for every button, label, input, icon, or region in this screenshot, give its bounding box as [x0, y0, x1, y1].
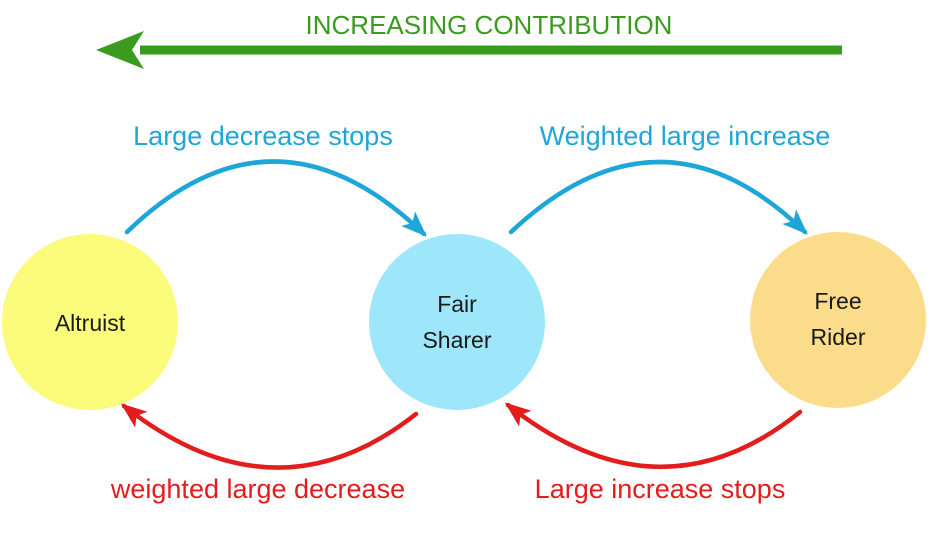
edge-fair-sharer-to-free-rider-arrow: [508, 159, 808, 235]
increasing-contribution-indicator: INCREASING CONTRIBUTION: [96, 10, 842, 69]
node-fair-sharer-label-line1: Fair: [437, 291, 477, 317]
node-fair-sharer-label-line2: Sharer: [422, 327, 491, 353]
edge-free-rider-to-fair-sharer-label: Large increase stops: [535, 474, 786, 504]
edge-free-rider-to-fair-sharer: Large increase stops: [504, 402, 803, 504]
node-free-rider-label-line1: Free: [814, 288, 861, 314]
edge-altruist-to-fair-sharer-arrow: [124, 159, 427, 237]
contribution-arrow-head: [96, 31, 144, 69]
node-fair-sharer: Fair Sharer: [369, 234, 545, 410]
node-fair-sharer-circle: [369, 234, 545, 410]
edge-altruist-to-fair-sharer: Large decrease stops: [124, 121, 427, 237]
contribution-label: INCREASING CONTRIBUTION: [306, 10, 673, 40]
node-free-rider-circle: [750, 232, 926, 408]
edge-fair-sharer-to-free-rider: Weighted large increase: [508, 121, 831, 235]
node-free-rider: Free Rider: [750, 232, 926, 408]
edge-free-rider-to-fair-sharer-arrow: [504, 402, 803, 470]
edge-fair-sharer-to-altruist-label: weighted large decrease: [110, 474, 405, 504]
node-altruist-circle: [2, 234, 178, 410]
node-altruist-label: Altruist: [55, 310, 126, 336]
edge-fair-sharer-to-altruist: weighted large decrease: [110, 403, 419, 504]
edge-altruist-to-fair-sharer-label: Large decrease stops: [133, 121, 393, 151]
edge-fair-sharer-to-free-rider-label: Weighted large increase: [540, 121, 831, 151]
node-free-rider-label-line2: Rider: [811, 324, 866, 350]
node-altruist: Altruist: [2, 234, 178, 410]
edge-fair-sharer-to-altruist-arrow: [120, 403, 419, 470]
